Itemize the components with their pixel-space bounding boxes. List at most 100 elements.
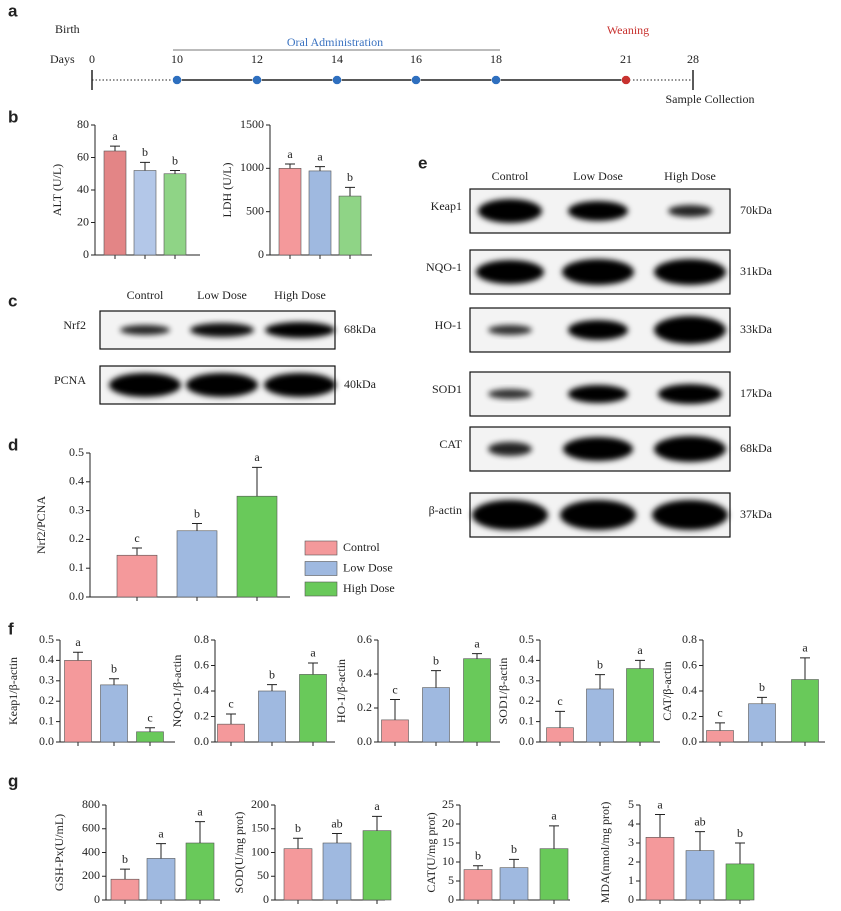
error-bar — [110, 145, 120, 151]
significance-letter: b — [111, 662, 117, 676]
y-tick-label: 1 — [628, 873, 634, 887]
y-tick-label: 0 — [258, 247, 264, 261]
bar — [133, 170, 157, 256]
y-tick-label: 0.1 — [69, 560, 84, 574]
day-label: 18 — [490, 52, 502, 66]
significance-letter: b — [295, 821, 301, 835]
y-tick-label: 0.2 — [39, 693, 54, 707]
y-tick-label: 0.0 — [194, 734, 209, 748]
bar — [338, 195, 362, 256]
error-bar — [195, 821, 205, 843]
significance-letter: a — [158, 826, 164, 840]
y-tick-label: 3 — [628, 835, 634, 849]
blot-band — [668, 205, 712, 217]
y-tick-label: 150 — [251, 821, 269, 835]
bar — [586, 688, 614, 743]
y-tick-label: 200 — [251, 797, 269, 811]
significance-letter: c — [228, 697, 233, 711]
y-tick-label: 0.8 — [682, 632, 697, 646]
blot-band — [652, 500, 728, 530]
error-bar — [390, 699, 400, 720]
blot-band — [568, 385, 628, 403]
significance-letter: ab — [331, 816, 342, 830]
significance-letter: a — [657, 797, 663, 811]
significance-letter: a — [75, 635, 81, 649]
blot-band — [568, 320, 628, 340]
bar — [499, 867, 529, 901]
y-axis-label: Nrf2/PCNA — [34, 496, 48, 554]
error-bar — [372, 815, 382, 831]
significance-letter: b — [737, 826, 743, 840]
legend-label: Low Dose — [343, 560, 393, 574]
y-tick-label: 20 — [77, 214, 89, 228]
y-tick-label: 600 — [82, 821, 100, 835]
bar — [163, 173, 187, 256]
panel-label: e — [418, 153, 427, 172]
significance-letter: b — [511, 842, 517, 856]
legend-label: High Dose — [343, 581, 395, 595]
error-bar — [267, 684, 277, 691]
bar — [322, 842, 352, 901]
size-label: 40kDa — [344, 377, 377, 391]
error-bar — [635, 659, 645, 669]
bar — [146, 858, 176, 901]
bar — [185, 842, 215, 901]
bar — [725, 863, 755, 901]
day-label: 10 — [171, 52, 183, 66]
y-tick-label: 0.4 — [194, 683, 209, 697]
bar — [748, 703, 776, 743]
bar — [381, 719, 409, 743]
error-bar — [285, 163, 295, 169]
bar — [685, 850, 715, 901]
bar — [299, 674, 327, 743]
blot-band — [654, 259, 726, 285]
bar — [136, 731, 164, 743]
bar — [645, 836, 675, 901]
y-axis-label: GSH-Px(U/mL) — [52, 814, 66, 891]
y-tick-label: 0.0 — [69, 589, 84, 603]
error-bar — [332, 833, 342, 843]
y-tick-label: 0.3 — [39, 673, 54, 687]
y-tick-label: 100 — [251, 844, 269, 858]
y-tick-label: 0.2 — [194, 708, 209, 722]
birth-label: Birth — [55, 22, 80, 36]
blot-band — [186, 373, 258, 397]
blot-band — [265, 322, 335, 338]
y-tick-label: 2 — [628, 854, 634, 868]
y-axis-label: ALT (U/L) — [50, 164, 64, 216]
bar — [258, 690, 286, 743]
blot-band — [488, 442, 532, 456]
significance-letter: a — [254, 450, 260, 464]
y-tick-label: 40 — [77, 182, 89, 196]
day-label: 16 — [410, 52, 422, 66]
y-tick-label: 400 — [82, 844, 100, 858]
lane-label: Low Dose — [573, 169, 623, 183]
bar — [546, 727, 574, 743]
significance-letter: a — [112, 129, 118, 143]
bar — [422, 687, 450, 743]
y-tick-label: 4 — [628, 816, 634, 830]
significance-letter: b — [172, 153, 178, 167]
error-bar — [252, 466, 262, 497]
error-bar — [595, 674, 605, 689]
y-tick-label: 0.2 — [519, 693, 534, 707]
day-label: 0 — [89, 52, 95, 66]
error-bar — [757, 696, 767, 704]
protein-label: SOD1 — [432, 382, 462, 396]
significance-letter: a — [197, 804, 203, 818]
significance-letter: a — [474, 636, 480, 650]
significance-letter: c — [717, 706, 722, 720]
panel-label: d — [8, 435, 18, 454]
error-bar — [156, 843, 166, 859]
blot-band — [568, 201, 628, 221]
y-tick-label: 0.1 — [519, 713, 534, 727]
y-tick-label: 200 — [82, 868, 100, 882]
protein-label: Nrf2 — [63, 318, 86, 332]
legend-swatch — [304, 540, 338, 556]
significance-letter: a — [374, 799, 380, 813]
bar — [176, 530, 218, 598]
protein-label: Keap1 — [431, 199, 462, 213]
day-dot — [491, 75, 501, 85]
day-dot — [172, 75, 182, 85]
